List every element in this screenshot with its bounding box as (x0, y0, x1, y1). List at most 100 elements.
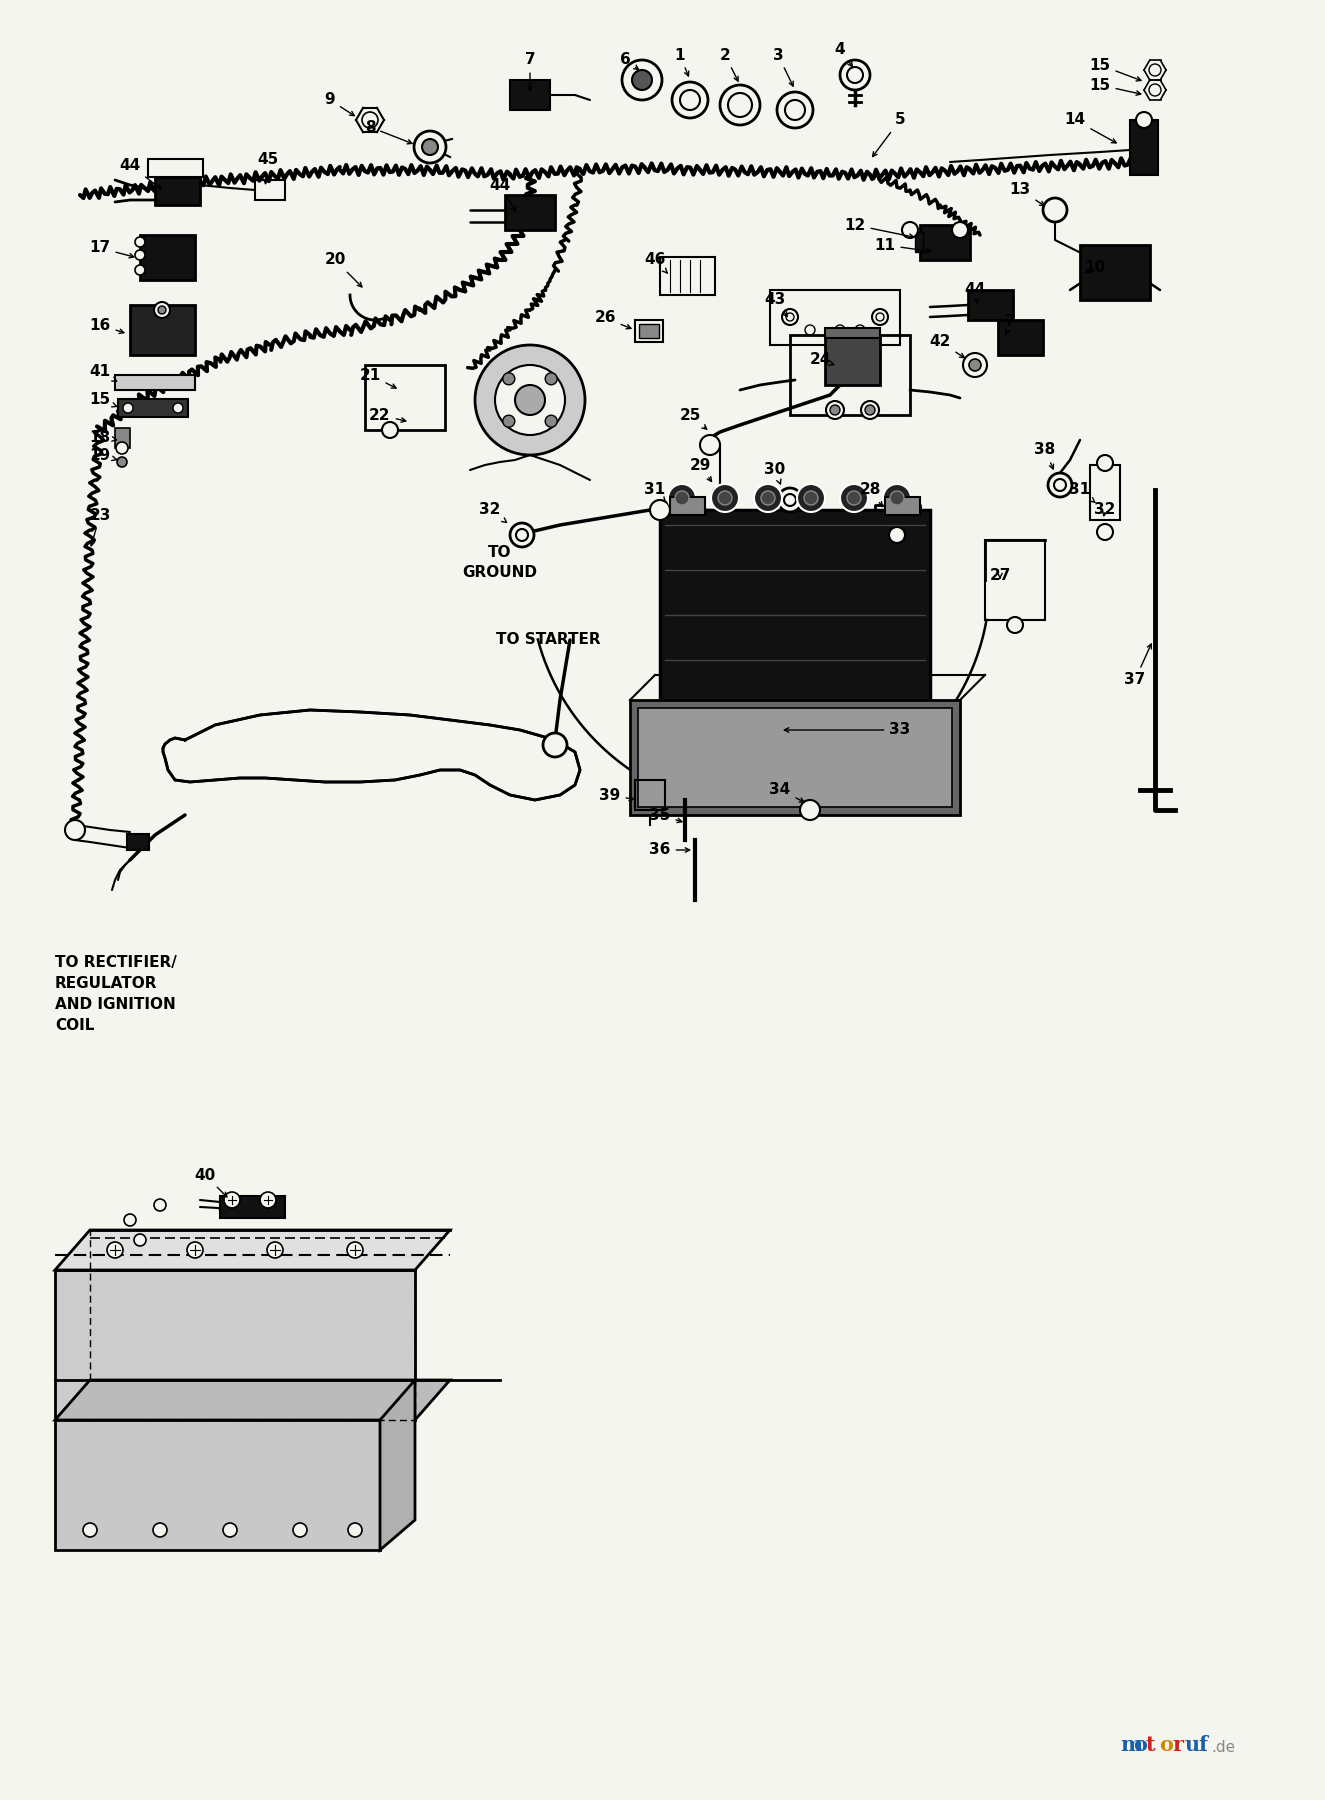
Circle shape (413, 131, 447, 164)
Circle shape (876, 313, 884, 320)
Text: TO STARTER: TO STARTER (496, 632, 600, 646)
Circle shape (496, 365, 564, 436)
Circle shape (806, 326, 815, 335)
Circle shape (672, 83, 708, 119)
Circle shape (1043, 198, 1067, 221)
Circle shape (117, 443, 129, 454)
Circle shape (474, 346, 586, 455)
Circle shape (800, 799, 820, 821)
Circle shape (502, 416, 515, 427)
Circle shape (65, 821, 85, 841)
Circle shape (543, 733, 567, 758)
Text: 3: 3 (772, 47, 794, 86)
Circle shape (865, 405, 874, 416)
Circle shape (668, 484, 696, 511)
Bar (825, 335, 880, 385)
Polygon shape (56, 1420, 380, 1550)
Text: 43: 43 (765, 292, 787, 317)
Text: 20: 20 (325, 252, 362, 286)
Text: 33: 33 (784, 722, 910, 738)
Text: 31: 31 (1069, 482, 1094, 502)
Circle shape (712, 484, 739, 511)
Circle shape (969, 358, 980, 371)
Circle shape (727, 94, 753, 117)
Circle shape (700, 436, 719, 455)
Circle shape (719, 85, 761, 124)
Circle shape (1007, 617, 1023, 634)
Text: t: t (1146, 1735, 1155, 1755)
Bar (639, 707, 951, 806)
Text: 15: 15 (1089, 58, 1141, 81)
Text: 27: 27 (990, 567, 1011, 583)
Circle shape (754, 484, 782, 511)
Circle shape (545, 373, 558, 385)
Circle shape (174, 403, 183, 412)
Text: 38: 38 (1035, 443, 1056, 470)
Circle shape (135, 265, 144, 275)
Text: 29: 29 (689, 457, 712, 481)
Circle shape (621, 59, 662, 101)
Bar (635, 320, 662, 342)
Circle shape (382, 421, 398, 437)
Circle shape (718, 491, 731, 506)
Bar (130, 304, 195, 355)
Text: 18: 18 (89, 430, 117, 445)
Bar (220, 1195, 285, 1219)
Circle shape (680, 90, 700, 110)
Circle shape (362, 112, 378, 128)
Bar (118, 400, 188, 418)
Circle shape (778, 488, 802, 511)
Circle shape (1136, 112, 1151, 128)
Circle shape (293, 1523, 307, 1537)
Circle shape (348, 1523, 362, 1537)
Bar (670, 497, 705, 515)
Circle shape (847, 491, 861, 506)
Circle shape (125, 1213, 136, 1226)
Text: TO RECTIFIER/
REGULATOR
AND IGNITION
COIL: TO RECTIFIER/ REGULATOR AND IGNITION COI… (56, 956, 176, 1033)
Circle shape (1149, 85, 1161, 95)
Circle shape (712, 488, 727, 502)
Circle shape (651, 500, 670, 520)
Text: 15: 15 (89, 392, 117, 407)
Text: 7: 7 (525, 52, 535, 90)
Polygon shape (56, 1229, 451, 1271)
Bar (660, 257, 716, 295)
Text: 35: 35 (649, 808, 682, 823)
Text: 39: 39 (599, 788, 633, 803)
Text: 6: 6 (620, 52, 639, 70)
Polygon shape (56, 1381, 451, 1420)
Circle shape (825, 401, 844, 419)
Text: TO
GROUND: TO GROUND (462, 545, 538, 580)
Text: 26: 26 (594, 310, 631, 329)
Text: 41: 41 (89, 364, 117, 382)
Text: 32: 32 (480, 502, 506, 522)
Circle shape (889, 527, 905, 544)
Circle shape (632, 70, 652, 90)
Circle shape (798, 484, 825, 511)
Circle shape (784, 101, 806, 121)
Text: 12: 12 (844, 218, 914, 238)
Circle shape (1097, 455, 1113, 472)
Bar (885, 497, 920, 515)
Circle shape (515, 529, 527, 542)
Bar (155, 176, 200, 205)
Polygon shape (380, 1381, 415, 1550)
Circle shape (502, 373, 515, 385)
Bar (115, 428, 130, 448)
Circle shape (510, 524, 534, 547)
Circle shape (963, 353, 987, 376)
Bar (1090, 464, 1120, 520)
Circle shape (902, 221, 918, 238)
Bar (984, 540, 1045, 619)
Circle shape (782, 310, 798, 326)
Circle shape (840, 484, 868, 511)
Text: 40: 40 (195, 1168, 227, 1197)
Circle shape (840, 59, 871, 90)
Circle shape (835, 326, 845, 335)
Circle shape (861, 401, 878, 419)
Circle shape (117, 457, 127, 466)
Text: 17: 17 (89, 241, 134, 257)
Text: r: r (1173, 1735, 1183, 1755)
Circle shape (107, 1242, 123, 1258)
Bar (635, 779, 665, 810)
